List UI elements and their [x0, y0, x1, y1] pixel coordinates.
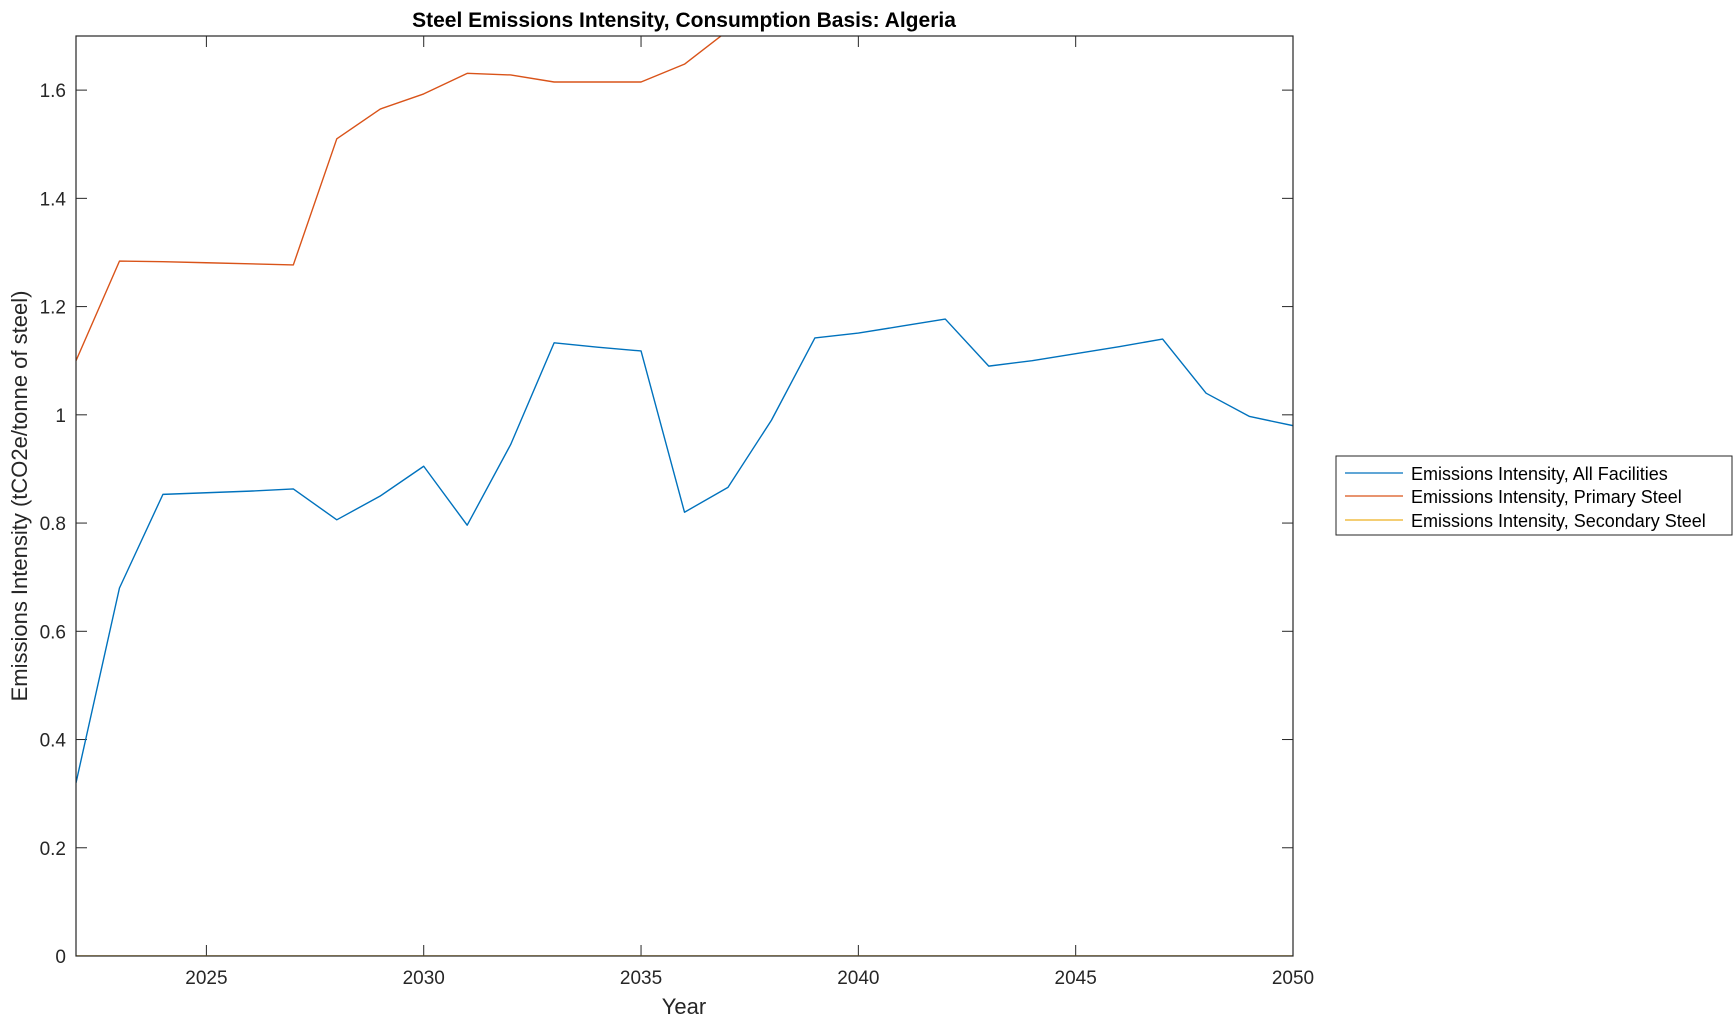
plot-area [76, 36, 1293, 956]
chart-title: Steel Emissions Intensity, Consumption B… [412, 9, 956, 32]
y-tick-label: 0 [55, 947, 66, 968]
y-tick-label: 0.6 [40, 622, 66, 643]
legend: Emissions Intensity, All Facilities Emis… [1335, 455, 1733, 536]
plot-frame [75, 35, 1294, 957]
y-tick-label: 1.2 [40, 298, 66, 319]
y-tick-label: 0.4 [40, 731, 67, 752]
x-tick-label: 2035 [620, 968, 662, 989]
legend-label-primary-steel: Emissions Intensity, Primary Steel [1411, 487, 1682, 507]
series-line-emissions-intensity-all-facilities [76, 318, 1293, 783]
x-axis-label: Year [662, 994, 706, 1019]
legend-label-all-facilities: Emissions Intensity, All Facilities [1411, 464, 1668, 484]
x-tick-label: 2040 [837, 968, 879, 989]
y-tick-label: 0.2 [40, 839, 66, 860]
x-tick-label: 2030 [403, 968, 445, 989]
y-tick-label: 1.6 [40, 81, 66, 102]
y-axis-label: Emissions Intensity (tCO2e/tonne of stee… [7, 291, 32, 702]
series-lines [76, 36, 1293, 956]
x-tick-label: 2050 [1272, 968, 1314, 989]
y-tick-label: 0.8 [40, 514, 66, 535]
series-line-emissions-intensity-primary-steel [76, 36, 723, 361]
x-tick-label: 2045 [1055, 968, 1097, 989]
x-tick-label: 2025 [185, 968, 227, 989]
axis-ticks: 2025 2030 2035 2040 2045 2050 0 0.2 0.4 0.6 0.8 1 1.… [40, 36, 1314, 989]
y-tick-label: 1 [55, 406, 66, 427]
legend-label-secondary-steel: Emissions Intensity, Secondary Steel [1411, 511, 1706, 531]
y-tick-label: 1.4 [40, 189, 67, 210]
